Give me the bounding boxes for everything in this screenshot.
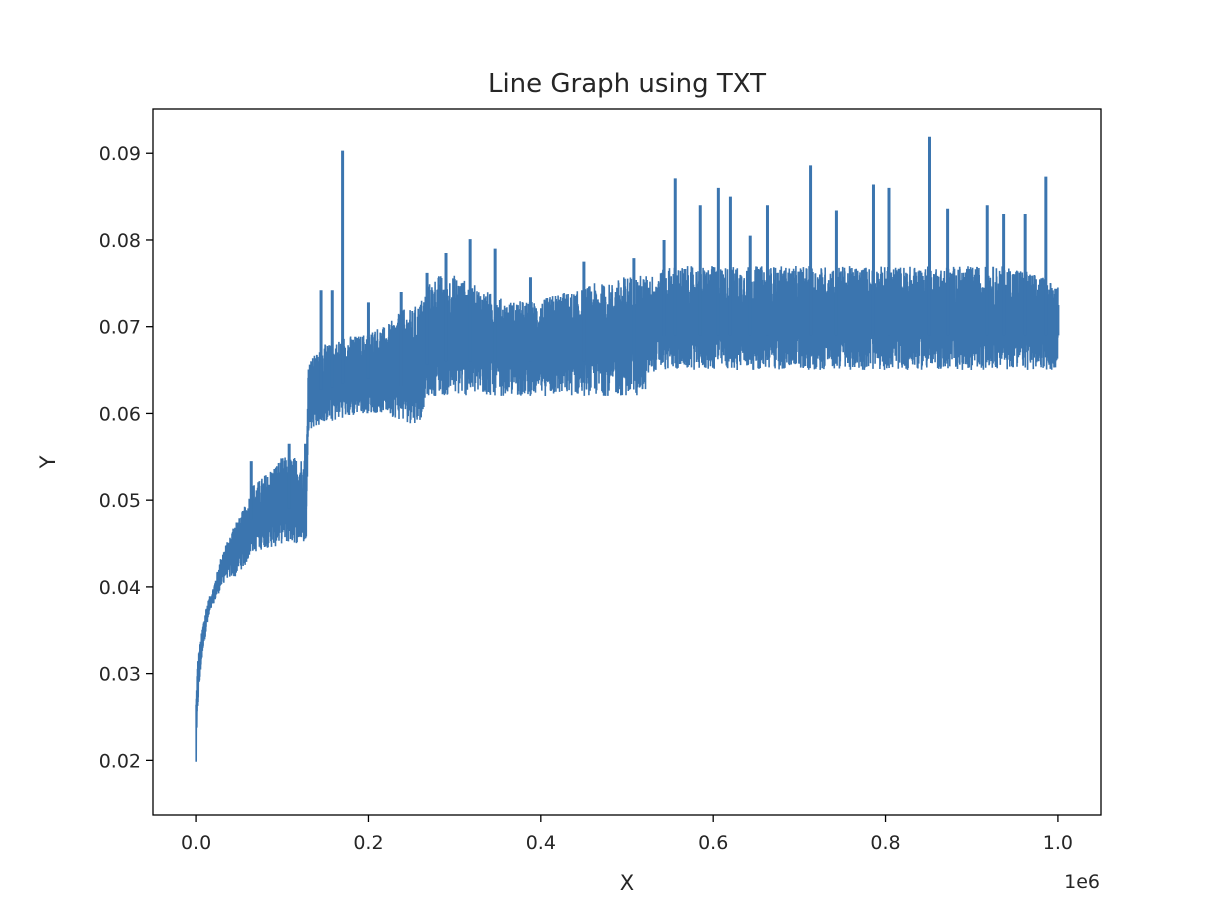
data-line: [195, 265, 1059, 762]
y-tick-label: 0.08: [99, 230, 141, 252]
x-tick-label: 1.0: [1043, 832, 1073, 854]
x-axis: 0.0 0.2 0.4 0.6 0.8 1.0: [181, 815, 1073, 854]
y-axis: 0.02 0.03 0.04 0.05 0.06 0.07 0.08 0.09: [99, 143, 153, 772]
y-tick-label: 0.07: [99, 317, 141, 339]
x-tick-label: 0.4: [526, 832, 556, 854]
y-tick-label: 0.09: [99, 143, 141, 165]
y-axis-label: Y: [36, 455, 60, 469]
x-axis-offset-label: 1e6: [1064, 871, 1100, 893]
y-tick-label: 0.03: [99, 664, 141, 686]
x-tick-label: 0.8: [870, 832, 900, 854]
y-tick-label: 0.06: [99, 403, 141, 425]
x-axis-label: X: [620, 871, 634, 895]
y-tick-label: 0.05: [99, 490, 141, 512]
y-tick-label: 0.04: [99, 577, 141, 599]
chart-title: Line Graph using TXT: [488, 69, 766, 99]
axes-frame: [152, 108, 1102, 816]
x-tick-label: 0.6: [698, 832, 728, 854]
y-tick-label: 0.02: [99, 750, 141, 772]
x-tick-label: 0.0: [181, 832, 211, 854]
plot-area: [195, 136, 1060, 762]
x-tick-label: 0.2: [353, 832, 383, 854]
